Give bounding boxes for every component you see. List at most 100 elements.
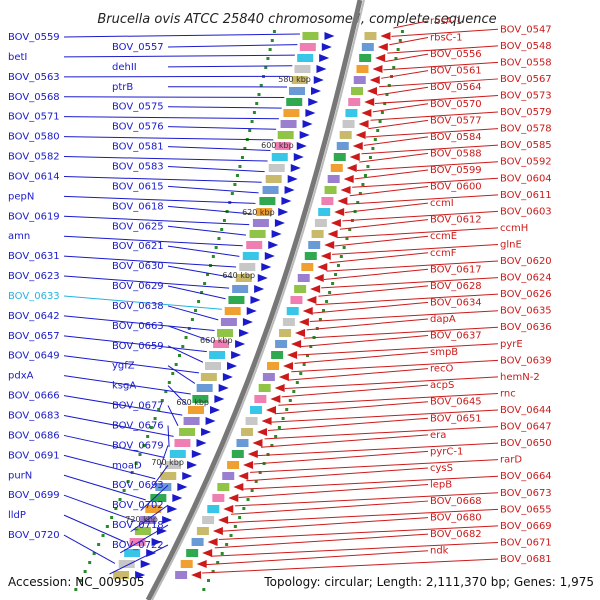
forward-gene-label: pepN [8,191,34,202]
cog-block [330,164,343,172]
reverse-gene-label: ccmH [500,223,528,234]
forward-gene-arrow [135,571,146,579]
leader-line [329,252,429,264]
kbp-tick-label: 620 kbp [242,208,275,217]
forward-gene-arrow [242,318,253,326]
reverse-gene-arrow [334,208,345,216]
cog-block [246,241,263,249]
reverse-gene-arrow [257,428,268,436]
forward-gene-label: dehII [112,62,137,73]
leader-line [264,426,499,440]
leader-line [167,325,211,342]
cog-block [242,252,259,260]
leader-line [342,210,499,222]
forward-gene-label: ygfZ [112,361,135,372]
reverse-gene-label: BOV_0628 [430,281,482,292]
reverse-gene-arrow [330,219,341,227]
leader-line [63,335,207,353]
forward-gene-label: BOV_0615 [112,181,164,192]
leader-line [391,28,499,37]
cog-block [291,76,308,84]
forward-gene-arrow [218,384,229,392]
forward-gene-label: betI [8,52,27,63]
forward-gene-label: BOV_0666 [8,391,60,402]
leader-line [234,492,499,507]
forward-gene-arrow [257,274,268,282]
cog-block [280,120,297,128]
leader-line [167,365,196,384]
leader-line [63,395,183,416]
cog-block [232,285,249,293]
cog-block [236,439,249,447]
reverse-gene-label: BOV_0592 [500,157,552,168]
forward-gene-arrow [293,153,304,161]
cog-block [118,560,135,568]
reverse-gene-label: BOV_0556 [430,49,482,60]
leader-line [167,405,179,426]
forward-gene-label: BOV_0582 [8,152,60,163]
map-title: Brucella ovis ATCC 25840 chromosome I, c… [97,12,496,27]
reverse-gene-arrow [361,109,372,117]
leader-line [167,185,259,194]
cog-block [336,142,349,150]
cog-block [217,483,230,491]
reverse-gene-arrow [298,318,309,326]
cog-block [252,219,269,227]
forward-gene-arrow [182,472,193,480]
cog-block [299,43,316,51]
cog-block [134,527,151,535]
reverse-gene-arrow [287,351,298,359]
leader-line [63,54,295,58]
forward-gene-label: BOV_0571 [8,112,60,123]
cog-block [318,208,331,216]
leader-line [206,550,429,566]
forward-gene-arrow [201,428,212,436]
kbp-tick-labels: 580 kbp 600 kbp 620 kbp 640 kbp 660 kbp 680 k… [125,75,311,524]
reverse-gene-label: BOV_0636 [500,322,552,333]
cog-block [207,505,220,513]
forward-gene-label: BOV_0563 [8,72,60,83]
reverse-gene-arrow [278,373,289,381]
forward-gene-arrow [254,285,265,293]
leader-line [372,103,429,113]
leader-line [315,293,499,306]
forward-gene-label: BOV_0621 [112,241,164,252]
forward-gene-label: BOV_0638 [112,301,164,312]
cog-block [169,450,186,458]
leader-line [63,235,243,247]
reverse-gene-arrow [302,307,313,315]
leader-line [63,375,191,395]
reverse-gene-arrow [380,32,391,40]
reverse-gene-arrow [283,362,294,370]
leader-line [214,533,429,549]
leader-line [202,558,499,574]
forward-gene-label: BOV_0581 [112,142,164,153]
cog-block [174,439,191,447]
reverse-gene-arrow [291,340,302,348]
leader-line [326,260,499,272]
reverse-gene-arrow [372,65,383,73]
forward-gene-label: BOV_0649 [8,351,60,362]
cog-block [249,230,266,238]
leader-line [352,177,499,188]
cog-block [191,538,204,546]
leader-line [150,465,169,490]
forward-gene-label: BOV_0677 [112,401,164,412]
reverse-gene-label: BOV_0570 [430,99,482,110]
leader-line [297,343,499,356]
forward-gene-arrow [227,362,238,370]
forward-gene-label: amn [8,231,30,242]
leader-line [167,146,271,151]
leader-line [167,126,277,130]
forward-gene-arrow [167,505,178,513]
cog-block [277,131,294,139]
leader-line [167,265,233,279]
cog-block [348,98,361,106]
reverse-gene-arrow [202,549,213,557]
leader-line [238,484,429,499]
leader-line [167,106,282,109]
forward-gene-arrow [246,307,257,315]
leader-line [63,454,156,480]
cog-block [274,142,291,150]
